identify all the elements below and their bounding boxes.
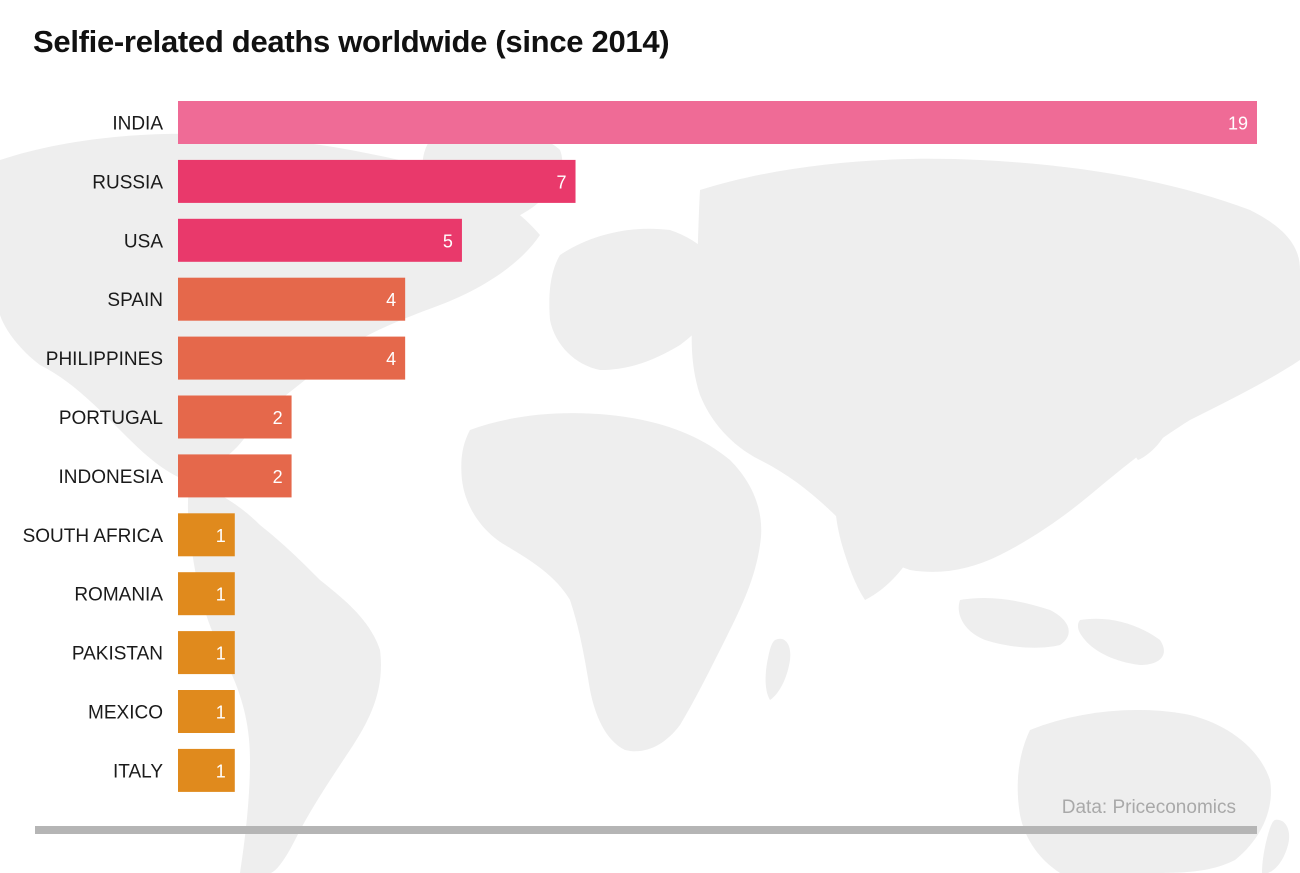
category-label: PORTUGAL [59, 408, 163, 429]
data-label: 1 [216, 585, 226, 605]
bar [178, 159, 576, 203]
baseline-rule [35, 826, 1257, 834]
bar [178, 631, 235, 675]
bar [178, 277, 406, 321]
category-label: PAKISTAN [72, 644, 163, 665]
bar [178, 218, 462, 262]
chart-title: Selfie-related deaths worldwide (since 2… [33, 24, 670, 59]
data-label: 2 [273, 467, 283, 487]
category-label: SPAIN [107, 290, 163, 311]
category-label: RUSSIA [92, 172, 163, 193]
category-label: INDIA [112, 114, 163, 135]
data-label: 4 [386, 349, 396, 369]
bar [178, 101, 1257, 144]
category-label: SOUTH AFRICA [23, 526, 164, 547]
category-label: INDONESIA [58, 467, 163, 488]
data-label: 5 [443, 231, 453, 251]
category-label: MEXICO [88, 703, 163, 724]
category-label: ROMANIA [74, 585, 163, 606]
data-label: 1 [216, 703, 226, 723]
category-label: USA [124, 231, 163, 252]
bar [178, 336, 406, 380]
data-label: 19 [1228, 114, 1248, 134]
source-note: Data: Priceconomics [1061, 797, 1236, 818]
bar [178, 572, 235, 616]
data-label: 1 [216, 644, 226, 664]
bar [178, 454, 292, 498]
data-label: 4 [386, 290, 396, 310]
bar [178, 513, 235, 557]
bar [178, 748, 235, 792]
data-label: 7 [557, 172, 567, 192]
category-label: PHILIPPINES [46, 349, 163, 370]
data-label: 1 [216, 526, 226, 546]
data-label: 1 [216, 761, 226, 781]
data-label: 2 [273, 408, 283, 428]
bar [178, 690, 235, 733]
bar [178, 395, 292, 439]
category-label: ITALY [113, 761, 163, 782]
